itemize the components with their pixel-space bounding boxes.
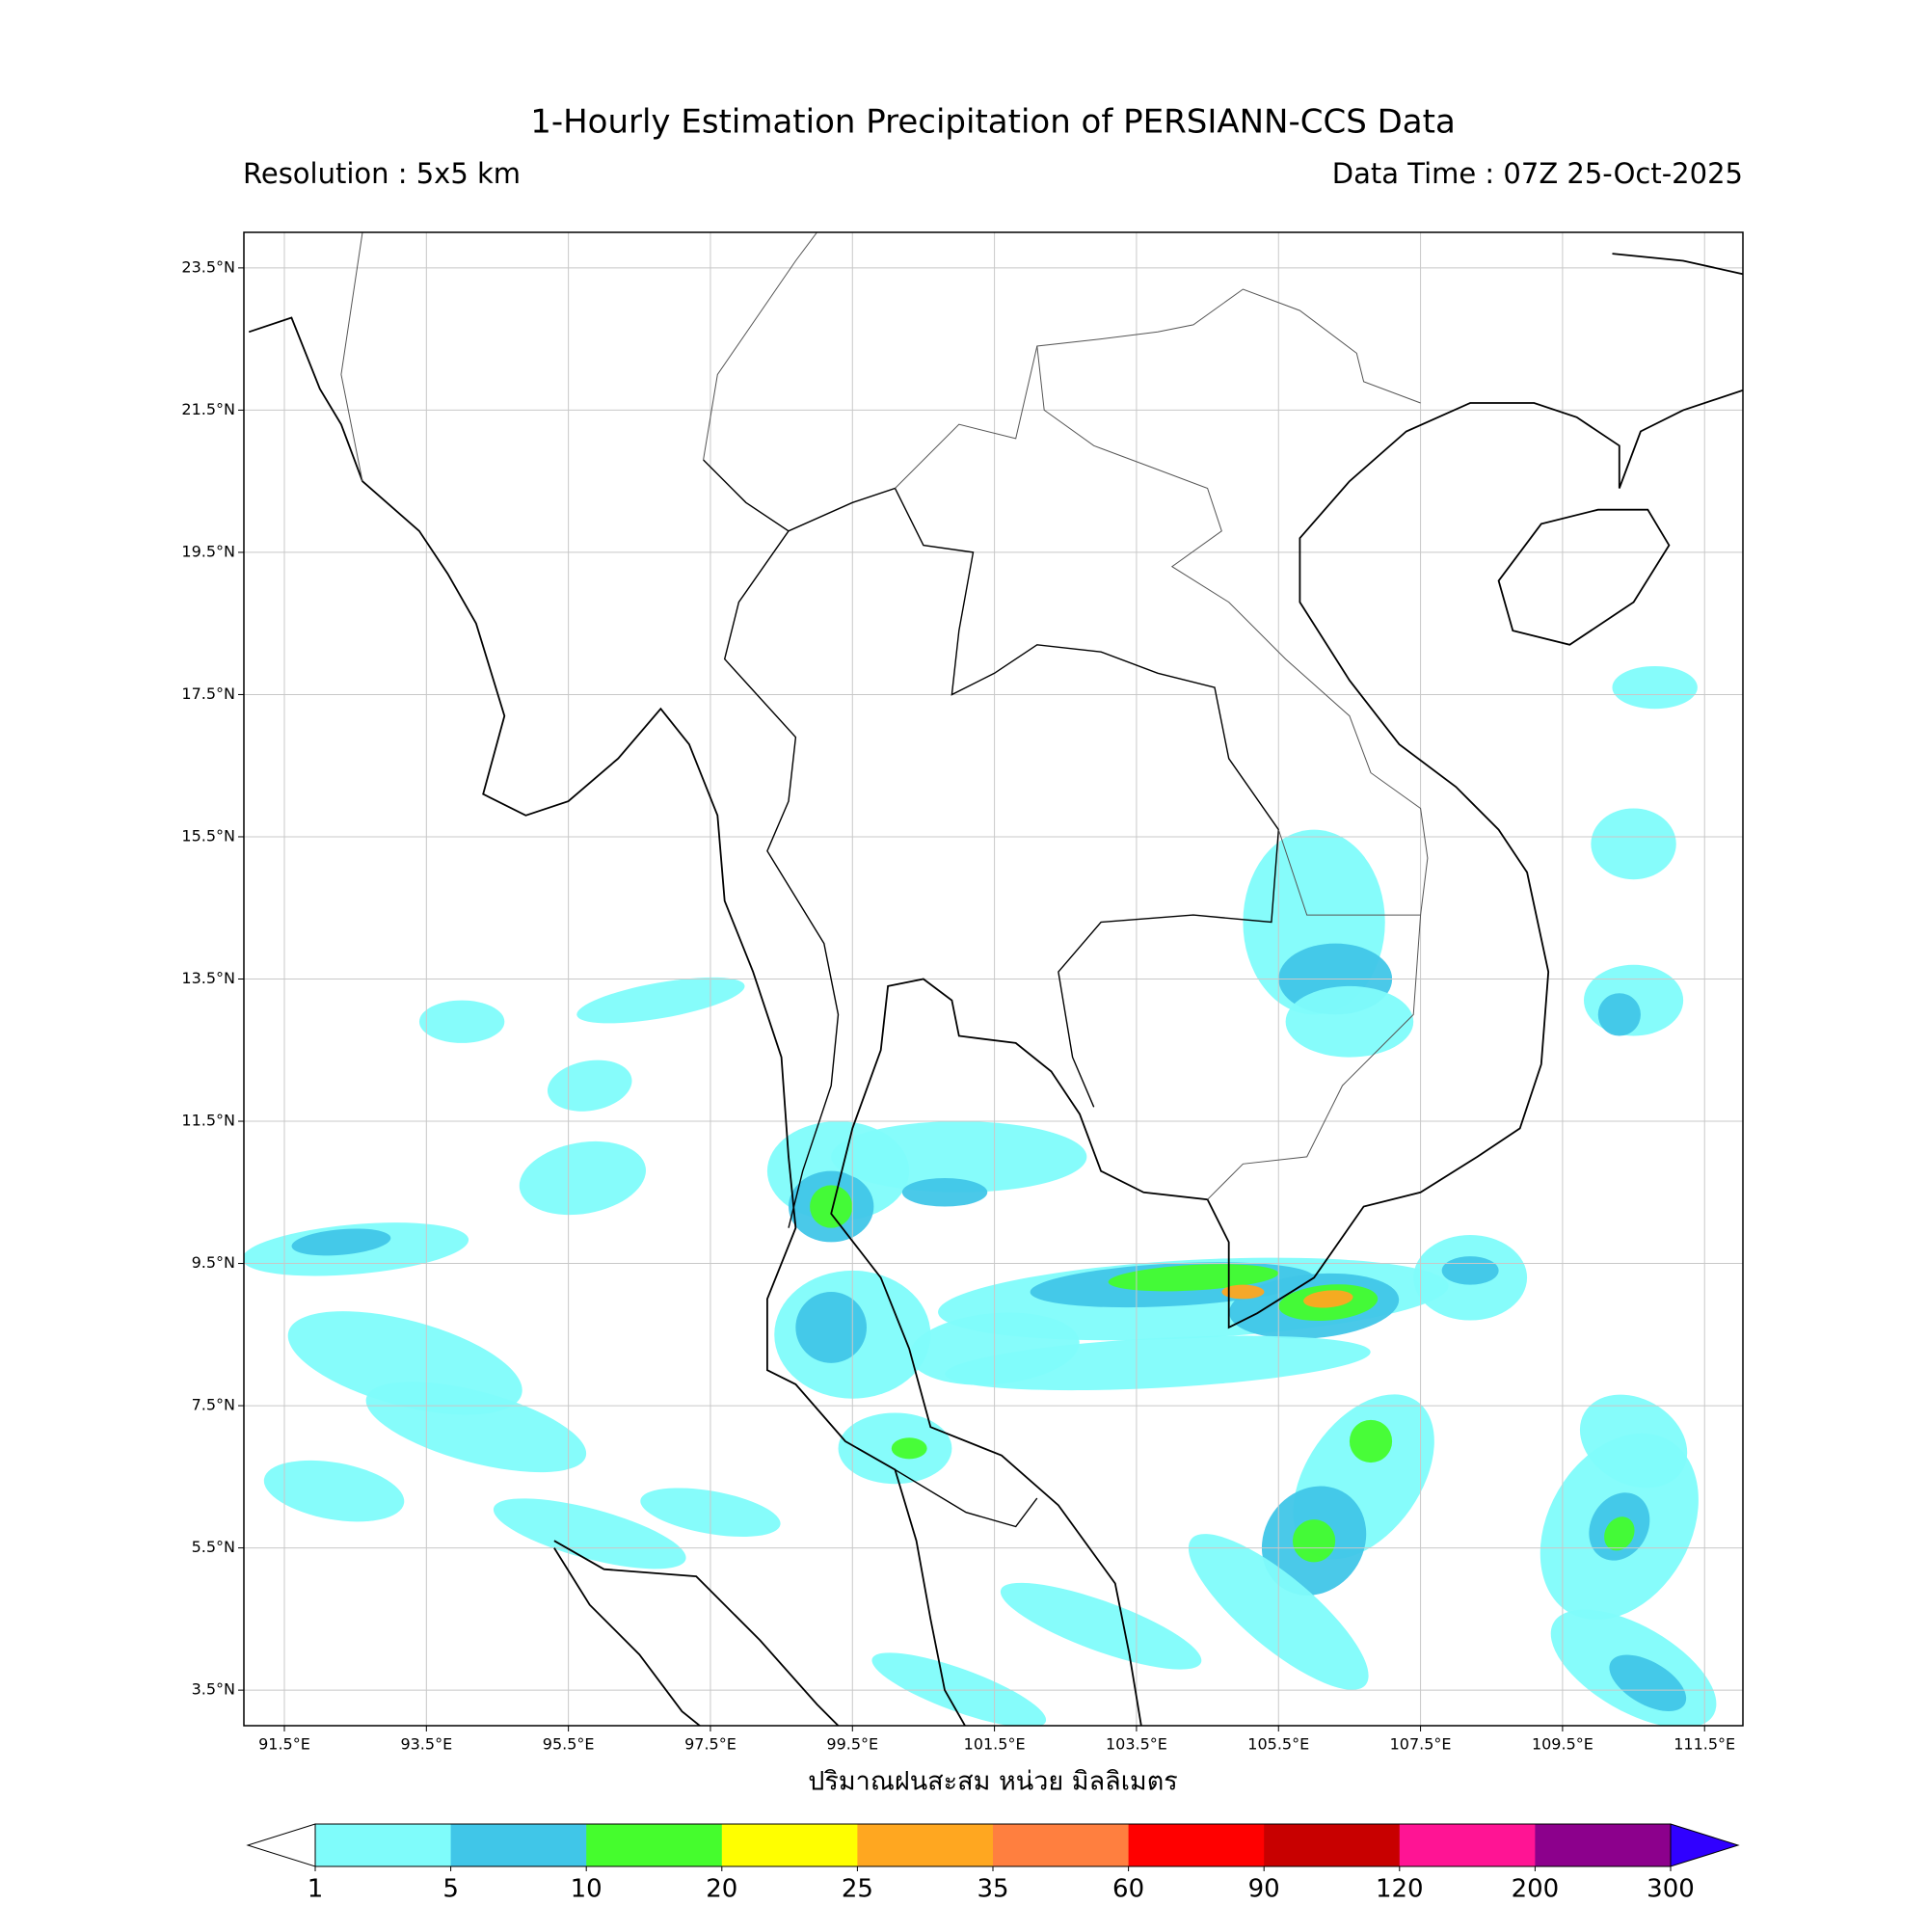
colorbar-segment [1535,1824,1672,1866]
title: 1-Hourly Estimation Precipitation of PER… [530,103,1456,142]
colorbar-under [246,1823,316,1867]
x-tick-label: 111.5°E [1674,1735,1735,1754]
thailand-border [703,459,1280,1108]
rain-area [1609,1654,1687,1711]
rain-area [1303,1290,1353,1308]
y-tick-label: 19.5°N [181,542,235,560]
colorbar-label: 300 [1647,1875,1695,1904]
coastline [553,1540,840,1726]
thailand-border [723,530,840,1228]
colorbar-label: 200 [1512,1875,1560,1904]
coastline [1497,508,1671,646]
y-tick-label: 17.5°N [181,684,235,703]
y-tick-label: 13.5°N [181,969,235,987]
x-tick-label: 95.5°E [543,1735,595,1754]
x-tick-label: 103.5°E [1106,1735,1167,1754]
colorbar-label: 5 [442,1875,459,1904]
y-tick-label: 15.5°N [181,826,235,845]
colorbar-segment [315,1824,452,1866]
rain-area [519,1140,646,1216]
x-axis-label: ปริมาณฝนสะสม หน่วย มิลลิเมตร [808,1767,1178,1797]
rain-area [1604,1516,1635,1551]
rain-area [263,1460,405,1522]
rain-area [1285,985,1414,1058]
coastline [553,1547,702,1726]
coastline [830,389,1743,1726]
rain-area [1591,808,1676,880]
rain-area [891,1437,927,1460]
thailand-border [895,1468,1038,1528]
colorbar-label: 90 [1248,1875,1280,1904]
rain-area [365,1382,587,1473]
colorbar-segment [857,1824,994,1866]
rain-area [1108,1264,1279,1292]
x-tick-label: 109.5°E [1532,1735,1593,1754]
y-tick-label: 7.5°N [192,1396,235,1414]
country-border [1036,345,1429,1200]
colorbar-segment [721,1824,858,1866]
country-border [1277,829,1421,916]
colorbar-segment [586,1824,723,1866]
colorbar-over [1670,1823,1740,1867]
x-tick-label: 91.5°E [258,1735,310,1754]
rain-area [1597,993,1641,1036]
y-tick-label: 5.5°N [192,1538,235,1556]
colorbar-segment [1128,1824,1265,1866]
x-tick-label: 107.5°E [1390,1735,1452,1754]
rain-area [831,1121,1087,1193]
rain-area [795,1292,868,1363]
colorbar-segment [1264,1824,1401,1866]
colorbar-label: 120 [1376,1875,1424,1904]
x-tick-label: 97.5°E [684,1735,736,1754]
y-tick-label: 9.5°N [192,1253,235,1272]
rain-area [1292,1519,1336,1563]
colorbar-label: 25 [842,1875,873,1904]
rain-area [1579,1394,1688,1489]
rain-area [291,1228,391,1256]
rain-area [945,1335,1371,1391]
colorbar-label: 20 [706,1875,737,1904]
y-tick-label: 3.5°N [192,1680,235,1699]
y-tick-label: 23.5°N [181,257,235,276]
rain-area [547,1060,632,1112]
coastline [248,316,967,1726]
colorbar-label: 35 [977,1875,1008,1904]
x-tick-label: 105.5°E [1247,1735,1309,1754]
rain-area [576,977,745,1024]
y-tick-label: 21.5°N [181,400,235,418]
x-tick-label: 93.5°E [400,1735,452,1754]
colorbar-label: 1 [308,1875,324,1904]
y-tick-label: 11.5°N [181,1112,235,1130]
x-tick-label: 99.5°E [826,1735,878,1754]
rain-area [418,1000,505,1043]
colorbar-segment [993,1824,1130,1866]
country-border [340,232,363,482]
rain-area [1612,665,1698,710]
x-tick-label: 101.5°E [964,1735,1026,1754]
rain-area [901,1178,988,1207]
colorbar-label: 10 [571,1875,602,1904]
colorbar-label: 60 [1112,1875,1144,1904]
subtitle-left: Resolution : 5x5 km [243,157,521,190]
rain-area [1000,1582,1202,1670]
map-content [244,232,1743,1726]
colorbar-segment [450,1824,587,1866]
rain-area [493,1498,686,1570]
map [243,231,1744,1727]
rain-area [810,1185,853,1228]
country-border [895,288,1421,489]
rain-area [1349,1419,1393,1463]
rain-area [1441,1256,1499,1285]
country-border [703,232,817,461]
subtitle-right: Data Time : 07Z 25-Oct-2025 [1332,157,1743,190]
rain-area [1221,1284,1265,1300]
coastline [1612,253,1743,276]
colorbar-segment [1399,1824,1536,1866]
